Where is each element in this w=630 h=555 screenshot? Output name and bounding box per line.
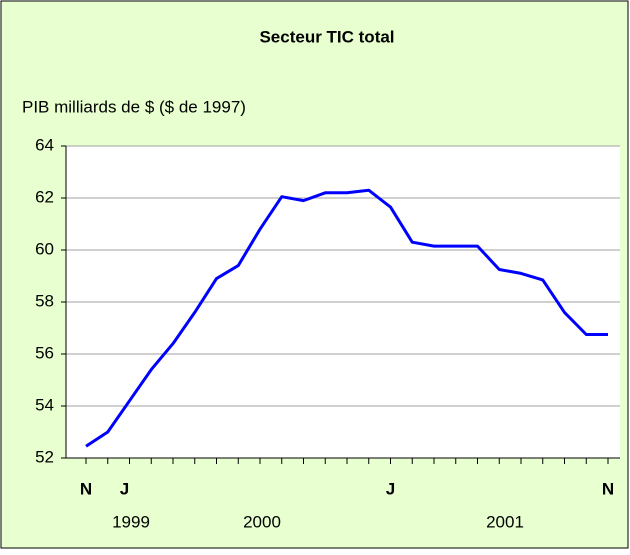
data-line <box>85 188 608 448</box>
chart-title: Secteur TIC total <box>259 27 394 46</box>
year-label: 2000 <box>243 512 281 531</box>
x-tick-label: J <box>120 479 129 498</box>
x-tick-label: N <box>602 479 614 498</box>
y-axis-label: PIB milliards de $ ($ de 1997) <box>22 97 246 116</box>
x-tick-label: N <box>80 479 92 498</box>
year-label: 1999 <box>112 512 150 531</box>
y-tick-label: 54 <box>35 395 54 414</box>
x-tick-label: J <box>386 479 395 498</box>
y-tick-label: 60 <box>35 239 54 258</box>
y-tick-label: 56 <box>35 343 54 362</box>
y-tick-label: 62 <box>35 187 54 206</box>
y-tick-label: 52 <box>35 447 54 466</box>
year-label: 2001 <box>486 512 524 531</box>
y-tick-label: 58 <box>35 291 54 310</box>
y-tick-label: 64 <box>35 135 54 154</box>
